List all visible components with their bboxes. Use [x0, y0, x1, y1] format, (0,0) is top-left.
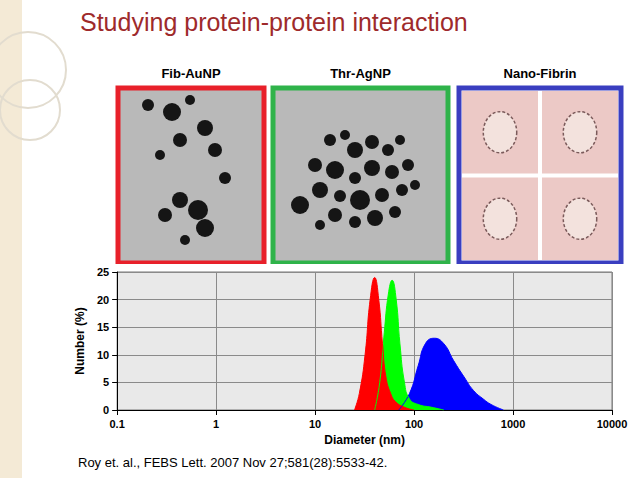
svg-text:100: 100	[405, 418, 423, 430]
svg-text:Nano-Fibrin: Nano-Fibrin	[504, 66, 577, 81]
svg-text:0: 0	[103, 404, 109, 416]
html-text:Roy et. al., FEBS Lett. 2007 N: Roy et. al., FEBS Lett. 2007 Nov 27;581(…	[78, 455, 388, 470]
svg-text:1: 1	[213, 418, 219, 430]
svg-text:5: 5	[103, 376, 109, 388]
svg-text:Fib-AuNP: Fib-AuNP	[161, 66, 221, 81]
svg-text:1000: 1000	[501, 418, 525, 430]
svg-text:Number (%): Number (%)	[73, 307, 87, 374]
svg-text:15: 15	[97, 321, 109, 333]
svg-text:Thr-AgNP: Thr-AgNP	[330, 66, 391, 81]
svg-text:0.1: 0.1	[109, 418, 124, 430]
svg-text:20: 20	[97, 294, 109, 306]
svg-text:25: 25	[97, 266, 109, 278]
svg-text:10: 10	[97, 349, 109, 361]
svg-text:Diameter (nm): Diameter (nm)	[324, 433, 405, 447]
svg-text:10: 10	[309, 418, 321, 430]
svg-text:10000: 10000	[597, 418, 628, 430]
html-text:Studying protein-protein inter: Studying protein-protein interaction	[80, 8, 468, 36]
